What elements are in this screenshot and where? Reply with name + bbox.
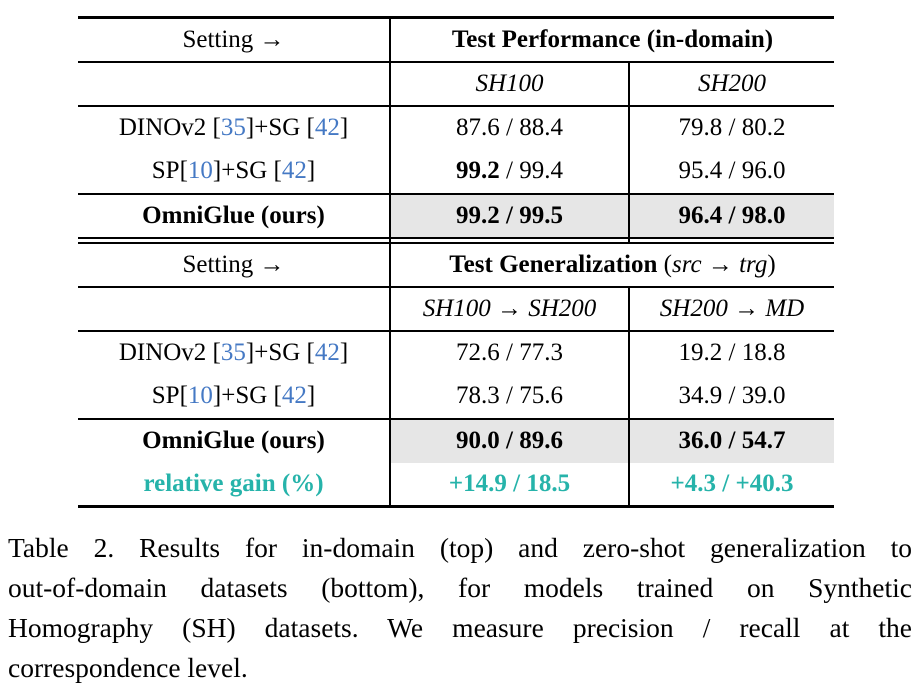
caption-line: out-of-domain datasets (bottom), for mod… [8, 572, 912, 603]
table-row: DINOv2 [35]+SG [42] 72.6 / 77.3 19.2 / 1… [78, 330, 834, 375]
method-label-sp-sg: SP[10]+SG [42] [78, 149, 390, 195]
bottom-header-row-1: Setting → Test Generalization (src → trg… [78, 242, 834, 288]
method-text: DINOv2 [ [118, 339, 221, 366]
header-paren: ) [767, 250, 776, 278]
citation-link-35[interactable]: 35 [220, 339, 246, 366]
metric-cell-highlight: 36.0 / 54.7 [628, 418, 834, 463]
header-trg: trg [739, 250, 768, 278]
metric-cell: 34.9 / 39.0 [628, 374, 834, 420]
citation-link-10[interactable]: 10 [187, 382, 213, 409]
test-generalization-header: Test Generalization (src → trg) [389, 242, 834, 288]
top-header-row-1: Setting → Test Performance (in-domain) [78, 17, 834, 63]
table-row: SP[10]+SG [42] 99.2 / 99.4 95.4 / 96.0 [78, 149, 834, 195]
table-row-omniglue: OmniGlue (ours) 99.2 / 99.5 96.4 / 98.0 [78, 193, 834, 239]
citation-link-42[interactable]: 42 [281, 157, 307, 184]
separator-segment [78, 237, 390, 244]
top-header-row-2: SH100 SH200 [78, 61, 834, 107]
results-table: Setting → Test Performance (in-domain) S… [78, 16, 834, 508]
metric-cell: 19.2 / 18.8 [628, 330, 834, 375]
method-text: ] [306, 157, 316, 184]
header-src: src [671, 250, 702, 278]
method-label-dinov2-sg: DINOv2 [35]+SG [42] [78, 331, 390, 375]
metric-rest: / 99.4 [499, 157, 563, 184]
header-paren: ( [657, 250, 672, 278]
empty-header-cell [78, 61, 390, 107]
method-label-omniglue: OmniGlue (ours) [78, 193, 390, 239]
separator-segment [389, 237, 629, 244]
bottom-header-row-2: SH100 → SH200 SH200 → MD [78, 286, 834, 332]
header-bold-text: Test Generalization [449, 250, 658, 278]
empty-header-cell [78, 286, 390, 332]
citation-link-10[interactable]: 10 [187, 157, 213, 184]
method-label-omniglue: OmniGlue (ours) [142, 427, 325, 454]
metric-best: 99.2 [456, 157, 500, 184]
metric-cell-highlight: 99.2 / 99.5 [389, 193, 629, 239]
method-label-sp-sg: SP[10]+SG [42] [78, 374, 390, 420]
method-text: ] [306, 382, 316, 409]
method-text: ]+SG [ [245, 114, 315, 141]
method-text: ]+SG [ [212, 382, 282, 409]
relative-gain-label: relative gain (%) [143, 469, 324, 497]
test-performance-header: Test Performance (in-domain) [389, 17, 834, 63]
citation-link-42[interactable]: 42 [314, 114, 340, 141]
caption-line: Table 2. Results for in-domain (top) and… [8, 532, 912, 563]
table-row-relative-gain: relative gain (%) +14.9 / 18.5 +4.3 / +4… [78, 462, 834, 507]
caption-line: correspondence level. [8, 652, 248, 683]
metric-cell: 79.8 / 80.2 [628, 105, 834, 150]
table-row: SP[10]+SG [42] 78.3 / 75.6 34.9 / 39.0 [78, 374, 834, 420]
col-header-sh200-md: SH200 → MD [628, 286, 834, 332]
metric-cell: 72.6 / 77.3 [389, 330, 629, 375]
setting-header-top: Setting → [78, 17, 390, 63]
metric-cell-highlight: 96.4 / 98.0 [628, 193, 834, 239]
citation-link-42[interactable]: 42 [314, 339, 340, 366]
table-row: DINOv2 [35]+SG [42] 87.6 / 88.4 79.8 / 8… [78, 105, 834, 150]
col-header-sh100: SH100 [389, 61, 629, 107]
method-text: SP[ [151, 382, 188, 409]
caption-line: Homography (SH) datasets. We measure pre… [8, 612, 912, 643]
table-row-omniglue: OmniGlue (ours) 90.0 / 89.6 36.0 / 54.7 [78, 418, 834, 463]
method-text: ]+SG [ [245, 339, 315, 366]
metric-cell-highlight: 90.0 / 89.6 [389, 418, 629, 463]
metric-cell: 99.2 / 99.4 [389, 149, 629, 195]
citation-link-35[interactable]: 35 [220, 114, 246, 141]
citation-link-42[interactable]: 42 [281, 382, 307, 409]
metric-cell: 87.6 / 88.4 [389, 105, 629, 150]
header-arrow: → [701, 250, 740, 278]
method-label-dinov2-sg: DINOv2 [35]+SG [42] [78, 106, 390, 150]
relative-gain-cell: +4.3 / +40.3 [628, 462, 834, 507]
method-text: DINOv2 [ [118, 114, 221, 141]
col-header-sh200: SH200 [628, 61, 834, 107]
metric-cell: 95.4 / 96.0 [628, 149, 834, 195]
separator-segment [628, 237, 834, 244]
method-text: SP[ [151, 157, 188, 184]
method-text: ]+SG [ [212, 157, 282, 184]
col-header-sh100-sh200: SH100 → SH200 [389, 286, 629, 332]
relative-gain-cell: +14.9 / 18.5 [389, 462, 629, 507]
setting-header-bottom: Setting → [78, 242, 390, 288]
table-caption: Table 2. Results for in-domain (top) and… [8, 528, 912, 688]
method-text: ] [339, 114, 349, 141]
section-separator [78, 237, 834, 244]
method-text: ] [339, 339, 349, 366]
metric-cell: 78.3 / 75.6 [389, 374, 629, 420]
